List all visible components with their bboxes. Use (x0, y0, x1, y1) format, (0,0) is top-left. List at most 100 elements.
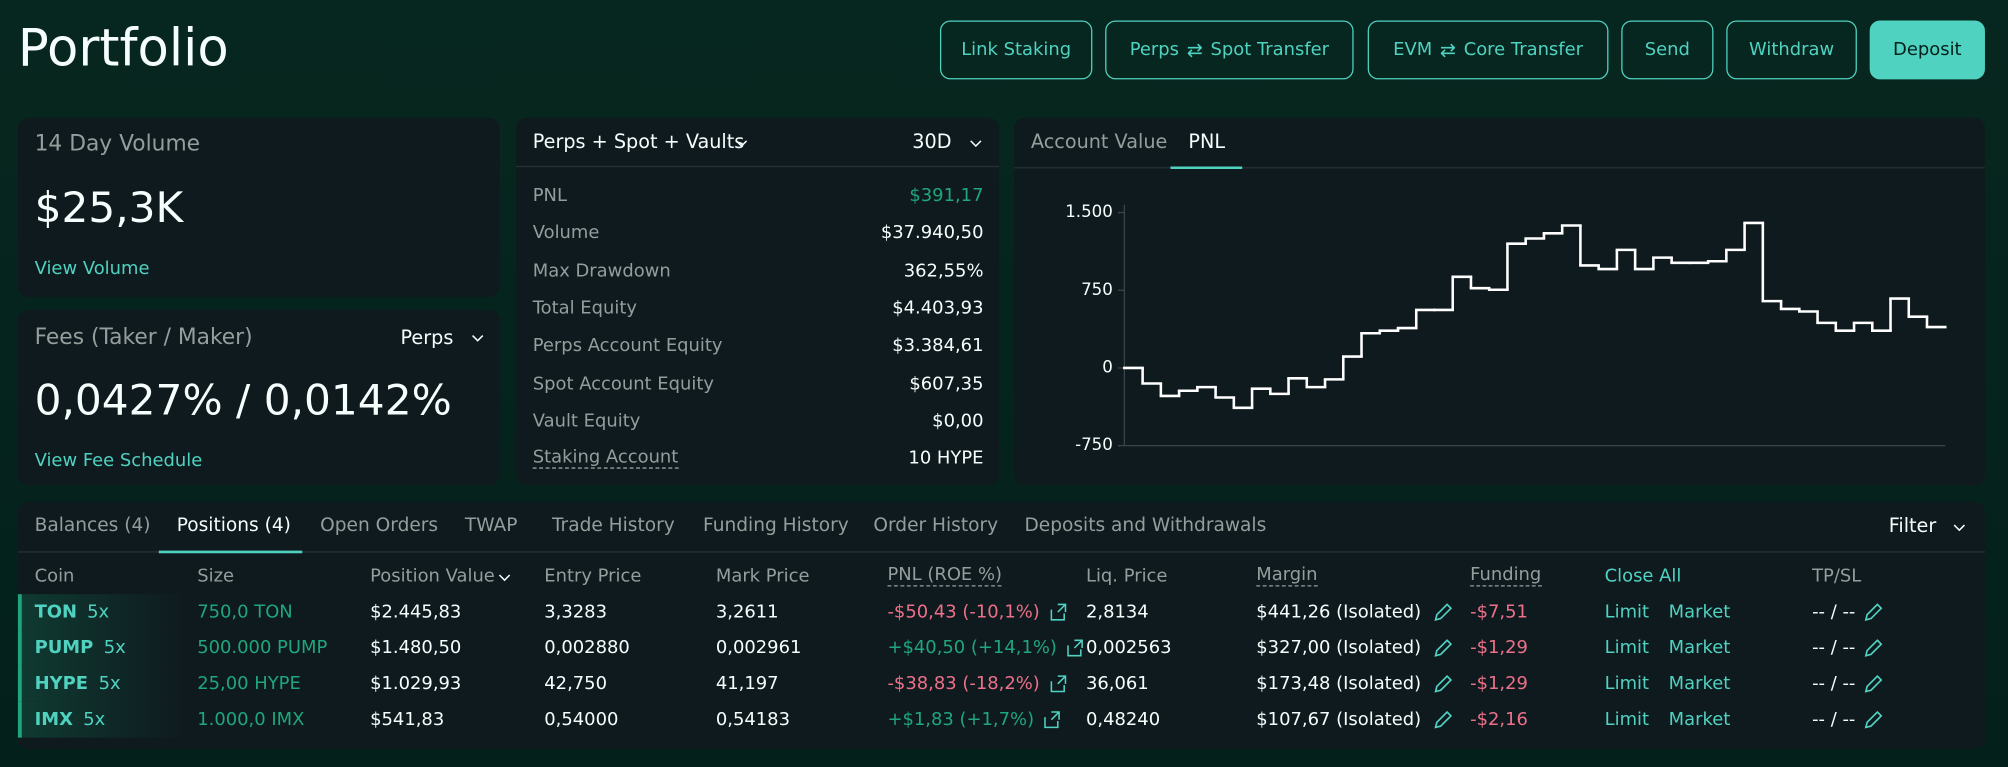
chart-tab[interactable]: PNL (1188, 129, 1226, 154)
limit-button[interactable]: Limit (1604, 601, 1650, 623)
header-button[interactable]: Link Staking (939, 20, 1093, 80)
fees-selector[interactable]: Perps (400, 325, 454, 349)
column-header: Coin (34, 566, 75, 587)
funding: -$1,29 (1470, 637, 1528, 659)
positions-tab[interactable]: Positions (4) (176, 515, 291, 537)
market-button[interactable]: Market (1668, 673, 1731, 695)
button-label: Core Transfer (1463, 39, 1583, 61)
column-header: Mark Price (715, 566, 810, 587)
button-label: Send (1644, 39, 1690, 61)
volume-link[interactable]: View Volume (34, 258, 150, 280)
chart-tab[interactable]: Account Value (1030, 129, 1168, 154)
positions-tab[interactable]: Order History (873, 515, 999, 537)
size: 25,00 HYPE (197, 673, 301, 695)
limit-button[interactable]: Limit (1604, 637, 1650, 659)
liq-price: 0,002563 (1085, 637, 1172, 659)
positions-tab[interactable]: Trade History (551, 515, 675, 537)
mark-price: 0,54183 (715, 709, 791, 730)
row-accent (17, 630, 185, 666)
entry-price: 3,3283 (544, 601, 608, 623)
header-button[interactable]: Withdraw (1726, 20, 1857, 80)
positions-tab[interactable]: Balances (4) (34, 515, 151, 537)
pnl: +$40,50 (+14,1%) (887, 637, 1057, 659)
fees-link[interactable]: View Fee Schedule (34, 450, 203, 472)
positions-tab[interactable]: TWAP (464, 515, 518, 537)
mark-price: 3,2611 (715, 601, 779, 623)
pnl: -$38,83 (-18,2%) (887, 673, 1040, 695)
button-label: Withdraw (1749, 39, 1835, 61)
header-button[interactable]: Deposit (1869, 20, 1985, 80)
stat-label: Perps Account Equity (532, 335, 723, 357)
funding: -$7,51 (1470, 601, 1528, 623)
coin[interactable]: TON (34, 601, 78, 623)
market-button[interactable]: Market (1668, 709, 1731, 730)
mark-price: 41,197 (715, 673, 779, 695)
position-value: $541,83 (370, 709, 445, 730)
positions-card (17, 501, 1985, 750)
fees-label: Fees (Taker / Maker) (34, 324, 253, 351)
margin: $173,48 (Isolated) (1256, 673, 1422, 695)
header-button[interactable]: Send (1621, 20, 1714, 80)
fees-value: 0,0427% / 0,0142% (34, 374, 452, 425)
column-header[interactable]: Position Value (370, 566, 495, 587)
liq-price: 2,8134 (1085, 601, 1149, 623)
column-header: Entry Price (544, 566, 642, 587)
column-header: Liq. Price (1085, 566, 1168, 587)
stat-value: 362,55% (903, 260, 984, 282)
transfer-icon: ⇄ (1186, 38, 1203, 62)
filter-button[interactable]: Filter (1888, 514, 1937, 538)
tpsl: -- / -- (1812, 637, 1856, 659)
header-button[interactable]: Perps ⇄ Spot Transfer (1105, 20, 1354, 80)
size: 750,0 TON (197, 601, 293, 623)
positions-tab[interactable]: Open Orders (320, 515, 439, 537)
entry-price: 0,54000 (544, 709, 619, 730)
scope-selector[interactable]: Perps + Spot + Vaults (532, 129, 745, 154)
liq-price: 0,48240 (1085, 709, 1161, 730)
header-button[interactable]: EVM ⇄ Core Transfer (1367, 20, 1609, 80)
mark-price: 0,002961 (715, 637, 802, 659)
positions-tab[interactable]: Deposits and Withdrawals (1024, 515, 1267, 537)
stat-value: $391,17 (909, 185, 984, 207)
margin: $107,67 (Isolated) (1256, 709, 1422, 730)
funding: -$1,29 (1470, 673, 1528, 695)
stat-value: $3.384,61 (892, 335, 984, 357)
size: 1.000,0 IMX (197, 709, 305, 730)
column-header: Size (197, 566, 235, 587)
positions-tab[interactable]: Funding History (703, 515, 849, 537)
tpsl: -- / -- (1812, 673, 1856, 695)
button-label: Spot Transfer (1210, 39, 1330, 61)
pnl: -$50,43 (-10,1%) (887, 601, 1040, 623)
volume-label: 14 Day Volume (34, 131, 201, 157)
market-button[interactable]: Market (1668, 601, 1731, 623)
row-accent (17, 665, 185, 702)
column-header: TP/SL (1812, 566, 1862, 587)
coin[interactable]: IMX (34, 709, 73, 730)
column-header[interactable]: Close All (1604, 566, 1682, 587)
stat-label: Spot Account Equity (532, 373, 714, 394)
button-label: EVM (1393, 39, 1433, 61)
stat-value: 10 HYPE (908, 448, 984, 469)
stat-value: $4.403,93 (892, 298, 984, 319)
limit-button[interactable]: Limit (1604, 709, 1650, 730)
liq-price: 36,061 (1085, 673, 1149, 695)
leverage: 5x (98, 673, 121, 695)
stat-label: Max Drawdown (532, 260, 671, 282)
margin: $327,00 (Isolated) (1256, 637, 1422, 659)
transfer-icon: ⇄ (1439, 38, 1457, 62)
volume-card (17, 117, 500, 298)
market-button[interactable]: Market (1668, 637, 1731, 659)
column-header: PNL (ROE %) (887, 564, 1002, 587)
period-selector[interactable]: 30D (912, 129, 952, 154)
stat-label: Volume (532, 223, 600, 244)
position-value: $1.480,50 (370, 637, 462, 659)
position-value: $2.445,83 (370, 601, 462, 623)
limit-button[interactable]: Limit (1604, 673, 1650, 695)
coin[interactable]: PUMP (34, 637, 94, 659)
tpsl: -- / -- (1812, 709, 1856, 730)
stat-value: $0,00 (932, 410, 984, 432)
fees-card (17, 309, 500, 486)
position-value: $1.029,93 (370, 673, 462, 695)
tpsl: -- / -- (1812, 601, 1856, 623)
coin[interactable]: HYPE (34, 673, 88, 695)
